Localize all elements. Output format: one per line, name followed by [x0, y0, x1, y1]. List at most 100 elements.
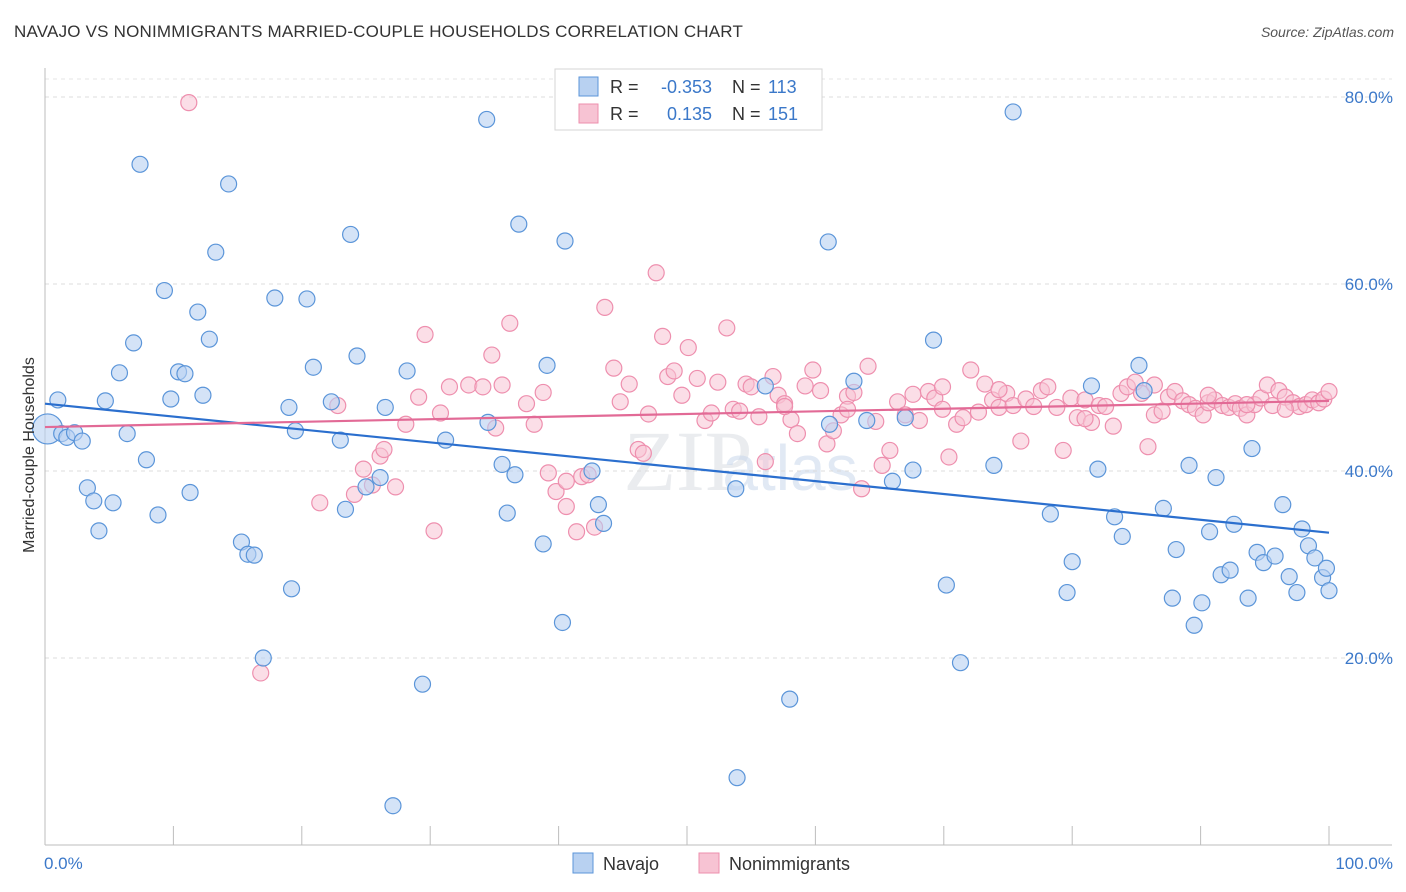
navajo-point [85, 492, 103, 510]
navajo-point [534, 535, 552, 553]
navajo-point [322, 393, 340, 411]
navajo-point [155, 281, 174, 300]
legend-r-label-1: R = [610, 77, 639, 97]
navajo-point [357, 478, 375, 496]
navajo-point [1163, 589, 1181, 607]
navajo-point [1317, 559, 1336, 577]
nonimmigrants-point [673, 386, 691, 404]
navajo-point [1207, 468, 1225, 487]
trend-lines [44, 399, 1330, 534]
legend-r-value-2: 0.135 [667, 104, 712, 124]
nonimmigrants-point [933, 378, 952, 396]
nonimmigrants-point [534, 383, 552, 402]
nonimmigrants-point [605, 359, 623, 377]
navajo-point [819, 233, 837, 251]
navajo-point [1288, 583, 1306, 602]
nonimmigrants-point [756, 453, 774, 471]
nonimmigrants-point [881, 441, 899, 460]
navajo-point [1113, 527, 1131, 546]
navajo-point [348, 347, 366, 365]
nonimmigrants-point [904, 385, 922, 403]
y-tick-label: 60.0% [1345, 275, 1393, 294]
navajo-point [924, 331, 943, 349]
navajo-point [149, 506, 167, 524]
navajo-point [479, 413, 497, 431]
nonimmigrants-point [311, 494, 329, 512]
navajo-point [266, 289, 284, 307]
nonimmigrants-point [811, 381, 830, 400]
nonimmigrants-point [557, 472, 575, 490]
bottom-legend-label-navajo: Navajo [603, 854, 659, 874]
nonimmigrants-point [460, 376, 478, 394]
nonimmigrants-point [990, 381, 1008, 399]
nonimmigrants-point [688, 369, 706, 388]
nonimmigrants-point [1139, 438, 1157, 456]
navajo-point [820, 415, 839, 433]
nonimmigrants-point [1276, 400, 1294, 418]
navajo-point [594, 514, 613, 532]
navajo-point [538, 356, 556, 374]
navajo-point [298, 290, 316, 308]
nonimmigrants-point [731, 402, 749, 420]
nonimmigrants-point [859, 357, 877, 375]
navajo-point [304, 358, 322, 376]
navajo-point [493, 455, 511, 474]
navajo-point [1135, 381, 1153, 400]
legend-r-value-1: -0.353 [661, 77, 712, 97]
navajo-point [1320, 582, 1338, 600]
navajo-point [137, 451, 156, 469]
nonimmigrants-point [1104, 417, 1122, 435]
nonimmigrants-point [547, 482, 565, 501]
navajo-point [384, 797, 402, 815]
nonimmigrants-point [567, 523, 586, 541]
nonimmigrants-point [1054, 441, 1072, 460]
navajo-point [1105, 508, 1124, 526]
navajo-point [245, 546, 263, 564]
navajo-point [858, 411, 876, 430]
x-tick-label-end: 100.0% [1335, 854, 1393, 873]
nonimmigrants-point [750, 408, 768, 426]
legend-n-label-1: N = [732, 77, 761, 97]
legend-n-value-1: 113 [768, 77, 797, 97]
chart-title: NAVAJO VS NONIMMIGRANTS MARRIED-COUPLE H… [14, 22, 744, 41]
nonimmigrants-point [375, 440, 393, 459]
navajo-point [331, 431, 349, 449]
navajo-point [96, 392, 114, 410]
navajo-point [1180, 456, 1198, 474]
nonimmigrants-point [539, 464, 557, 482]
navajo-point [341, 225, 360, 244]
nonimmigrants-point [910, 411, 929, 430]
axes: 20.0% 40.0% 60.0% 80.0% 0.0% 100.0% [44, 68, 1393, 873]
nonimmigrants-point [1012, 432, 1030, 450]
nonimmigrants-point [679, 338, 697, 357]
navajo-point [478, 110, 496, 129]
nonimmigrants-point [620, 375, 638, 393]
navajo-point [589, 496, 608, 514]
navajo-point [90, 522, 108, 540]
x-tick-label-start: 0.0% [44, 854, 83, 873]
nonimmigrants-point [410, 388, 428, 406]
nonimmigrants-point [709, 373, 727, 391]
navajo-point [1274, 496, 1292, 514]
navajo-point [553, 613, 572, 632]
navajo-point [1004, 103, 1022, 121]
navajo-point [437, 431, 455, 449]
bottom-legend-label-nonimmigrants: Nonimmigrants [729, 854, 850, 874]
navajo-point [398, 362, 416, 380]
navajo-point [1154, 499, 1172, 517]
nonimmigrants-point [557, 497, 575, 516]
navajo-point [254, 649, 272, 667]
nonimmigrants-point [493, 376, 511, 394]
nonimmigrants-point [354, 460, 373, 478]
navajo-point [1058, 583, 1076, 602]
navajo-point [282, 580, 301, 598]
nonimmigrants-point [654, 327, 672, 345]
nonimmigrants-point [775, 397, 794, 416]
nonimmigrants-point [1062, 389, 1080, 407]
navajo-point [207, 243, 225, 261]
nonimmigrants-point [804, 361, 822, 379]
legend-swatch-nonimmigrants [578, 103, 599, 124]
y-axis-label: Married-couple Households [21, 357, 38, 553]
nonimmigrants-point [969, 403, 988, 421]
